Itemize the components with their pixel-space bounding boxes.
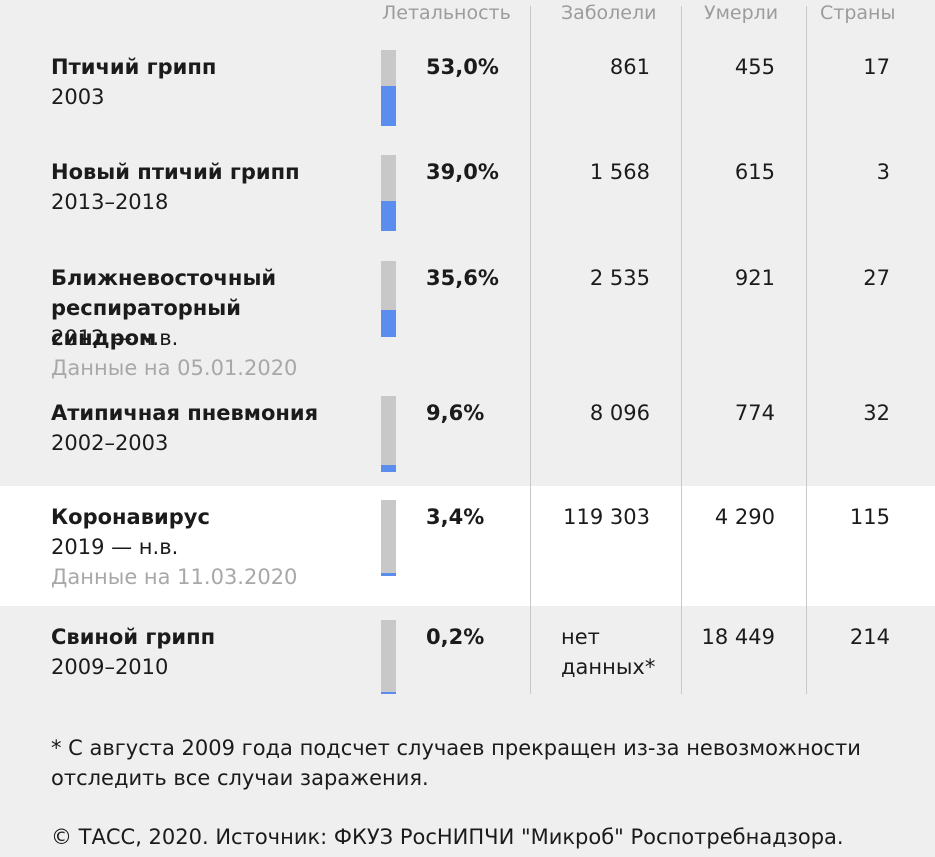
deaths-value: 18 449 <box>701 625 775 649</box>
cases-value: нет данных* <box>561 625 656 679</box>
lethality-bar <box>381 155 396 231</box>
disease-years: 2019 — н.в. <box>51 535 179 559</box>
lethality-value: 0,2% <box>426 625 485 649</box>
lethality-bar <box>381 620 396 694</box>
disease-years: 2002–2003 <box>51 431 169 455</box>
lethality-bar-fill <box>381 310 396 337</box>
footnote: * С августа 2009 года подсчет случаев пр… <box>51 736 861 790</box>
lethality-bar <box>381 396 396 472</box>
disease-name: Атипичная пневмония <box>51 401 319 425</box>
cases-value: 8 096 <box>589 401 650 425</box>
header-cases: Заболели <box>561 2 657 24</box>
disease-name: Ближневосточный респираторный синдром <box>51 266 277 350</box>
cases-value: 119 303 <box>563 505 650 529</box>
lethality-bar-fill <box>381 86 396 126</box>
lethality-bar-fill <box>381 573 396 576</box>
lethality-value: 3,4% <box>426 505 485 529</box>
table-row: Коронавирус 2019 — н.в. Данные на 11.03.20… <box>0 486 935 606</box>
deaths-value: 4 290 <box>714 505 775 529</box>
deaths-value: 455 <box>734 55 775 79</box>
countries-value: 17 <box>863 55 890 79</box>
header-lethality: Летальность <box>382 2 511 24</box>
divider-cases <box>530 6 531 694</box>
disease-years: 2003 <box>51 85 105 109</box>
disease-years: 2012 — н.в. <box>51 326 179 350</box>
lethality-value: 35,6% <box>426 266 499 290</box>
lethality-bar-fill <box>381 201 396 231</box>
divider-deaths <box>681 6 682 694</box>
table-row: Ближневосточный респираторный синдром 201… <box>0 253 935 388</box>
lethality-bar <box>381 261 396 337</box>
countries-value: 115 <box>849 505 890 529</box>
lethality-bar <box>381 50 396 126</box>
lethality-bar-fill <box>381 465 396 472</box>
deaths-value: 921 <box>734 266 775 290</box>
lethality-value: 53,0% <box>426 55 499 79</box>
countries-value: 27 <box>863 266 890 290</box>
data-date-note: Данные на 11.03.2020 <box>51 565 298 589</box>
header-countries: Страны <box>820 2 896 24</box>
disease-name: Птичий грипп <box>51 55 217 79</box>
lethality-bar <box>381 500 396 576</box>
disease-years: 2009–2010 <box>51 655 169 679</box>
disease-name: Новый птичий грипп <box>51 160 300 184</box>
header-deaths: Умерли <box>704 2 779 24</box>
deaths-value: 615 <box>734 160 775 184</box>
cases-value: 2 535 <box>589 266 650 290</box>
disease-name: Коронавирус <box>51 505 210 529</box>
lethality-value: 39,0% <box>426 160 499 184</box>
deaths-value: 774 <box>734 401 775 425</box>
disease-years: 2013–2018 <box>51 190 169 214</box>
countries-value: 214 <box>849 625 890 649</box>
divider-countries <box>806 6 807 694</box>
table-row: Атипичная пневмония 2002–2003 9,6% 8 096 774… <box>0 388 935 486</box>
countries-value: 3 <box>876 160 890 184</box>
countries-value: 32 <box>863 401 890 425</box>
table-row: Новый птичий грипп 2013–2018 39,0% 1 568 615… <box>0 147 935 253</box>
lethality-value: 9,6% <box>426 401 485 425</box>
cases-value: 1 568 <box>589 160 650 184</box>
table-row: Свиной грипп 2009–2010 0,2% нет данных* 18 4… <box>0 606 935 696</box>
table-row: Птичий грипп 2003 53,0% 861 455 17 <box>0 42 935 147</box>
lethality-bar-fill <box>381 692 396 694</box>
source-credit: © ТАСС, 2020. Источник: ФКУЗ РосНИПЧИ "М… <box>51 825 844 849</box>
disease-name: Свиной грипп <box>51 625 216 649</box>
data-date-note: Данные на 05.01.2020 <box>51 356 298 380</box>
cases-value: 861 <box>609 55 650 79</box>
